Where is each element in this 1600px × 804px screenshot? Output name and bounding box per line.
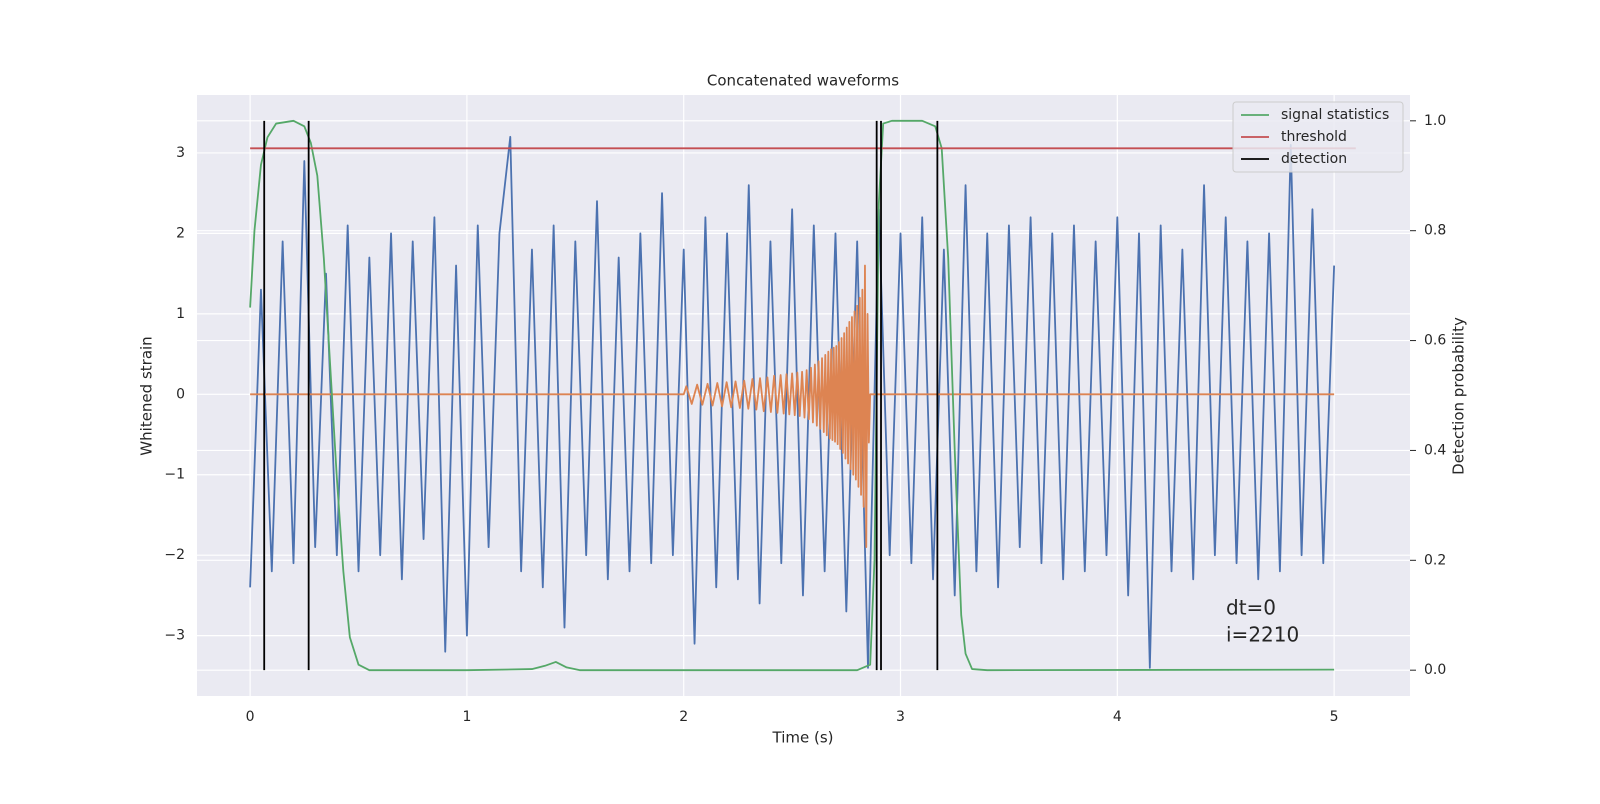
y2-tick-label: 0.8	[1424, 223, 1446, 239]
x-axis-label: Time (s)	[772, 729, 834, 747]
y2-tick-label: 0.0	[1424, 662, 1446, 678]
y-tick-label: −3	[164, 628, 185, 644]
y-axis-label: Whitened strain	[138, 336, 156, 455]
series-line	[249, 119, 1335, 672]
y-tick-label: 3	[176, 145, 185, 161]
y2-tick-label: 1.0	[1424, 113, 1446, 129]
x-tick-label: 1	[462, 709, 471, 725]
annotation: dt=0	[1226, 596, 1276, 620]
legend-label: detection	[1281, 151, 1347, 167]
y-tick-label: 1	[176, 306, 185, 322]
y2-tick-label: 0.4	[1424, 442, 1446, 458]
y-tick-label: −2	[164, 547, 185, 563]
legend-label: threshold	[1281, 129, 1347, 145]
legend-box	[1232, 101, 1404, 173]
legend-label: signal statistics	[1281, 107, 1389, 123]
x-tick-label: 0	[246, 709, 255, 725]
marks	[249, 119, 1356, 672]
x-tick-label: 3	[896, 709, 905, 725]
annotation: i=2210	[1226, 623, 1299, 647]
series-line	[250, 264, 1335, 549]
y2-axis-label: Detection probability	[1450, 317, 1468, 475]
x-tick-label: 5	[1330, 709, 1339, 725]
y-tick-label: 2	[176, 225, 185, 241]
series-line	[249, 135, 1336, 669]
y2-tick-label: 0.6	[1424, 333, 1446, 349]
y2-tick-label: 0.2	[1424, 552, 1446, 568]
x-tick-label: 2	[679, 709, 688, 725]
legend: signal statistics threshold detection	[1232, 101, 1404, 173]
y-tick-label: −1	[164, 467, 185, 483]
chart-title: Concatenated waveforms	[707, 72, 899, 90]
y-tick-label: 0	[176, 386, 185, 402]
x-tick-label: 4	[1113, 709, 1122, 725]
